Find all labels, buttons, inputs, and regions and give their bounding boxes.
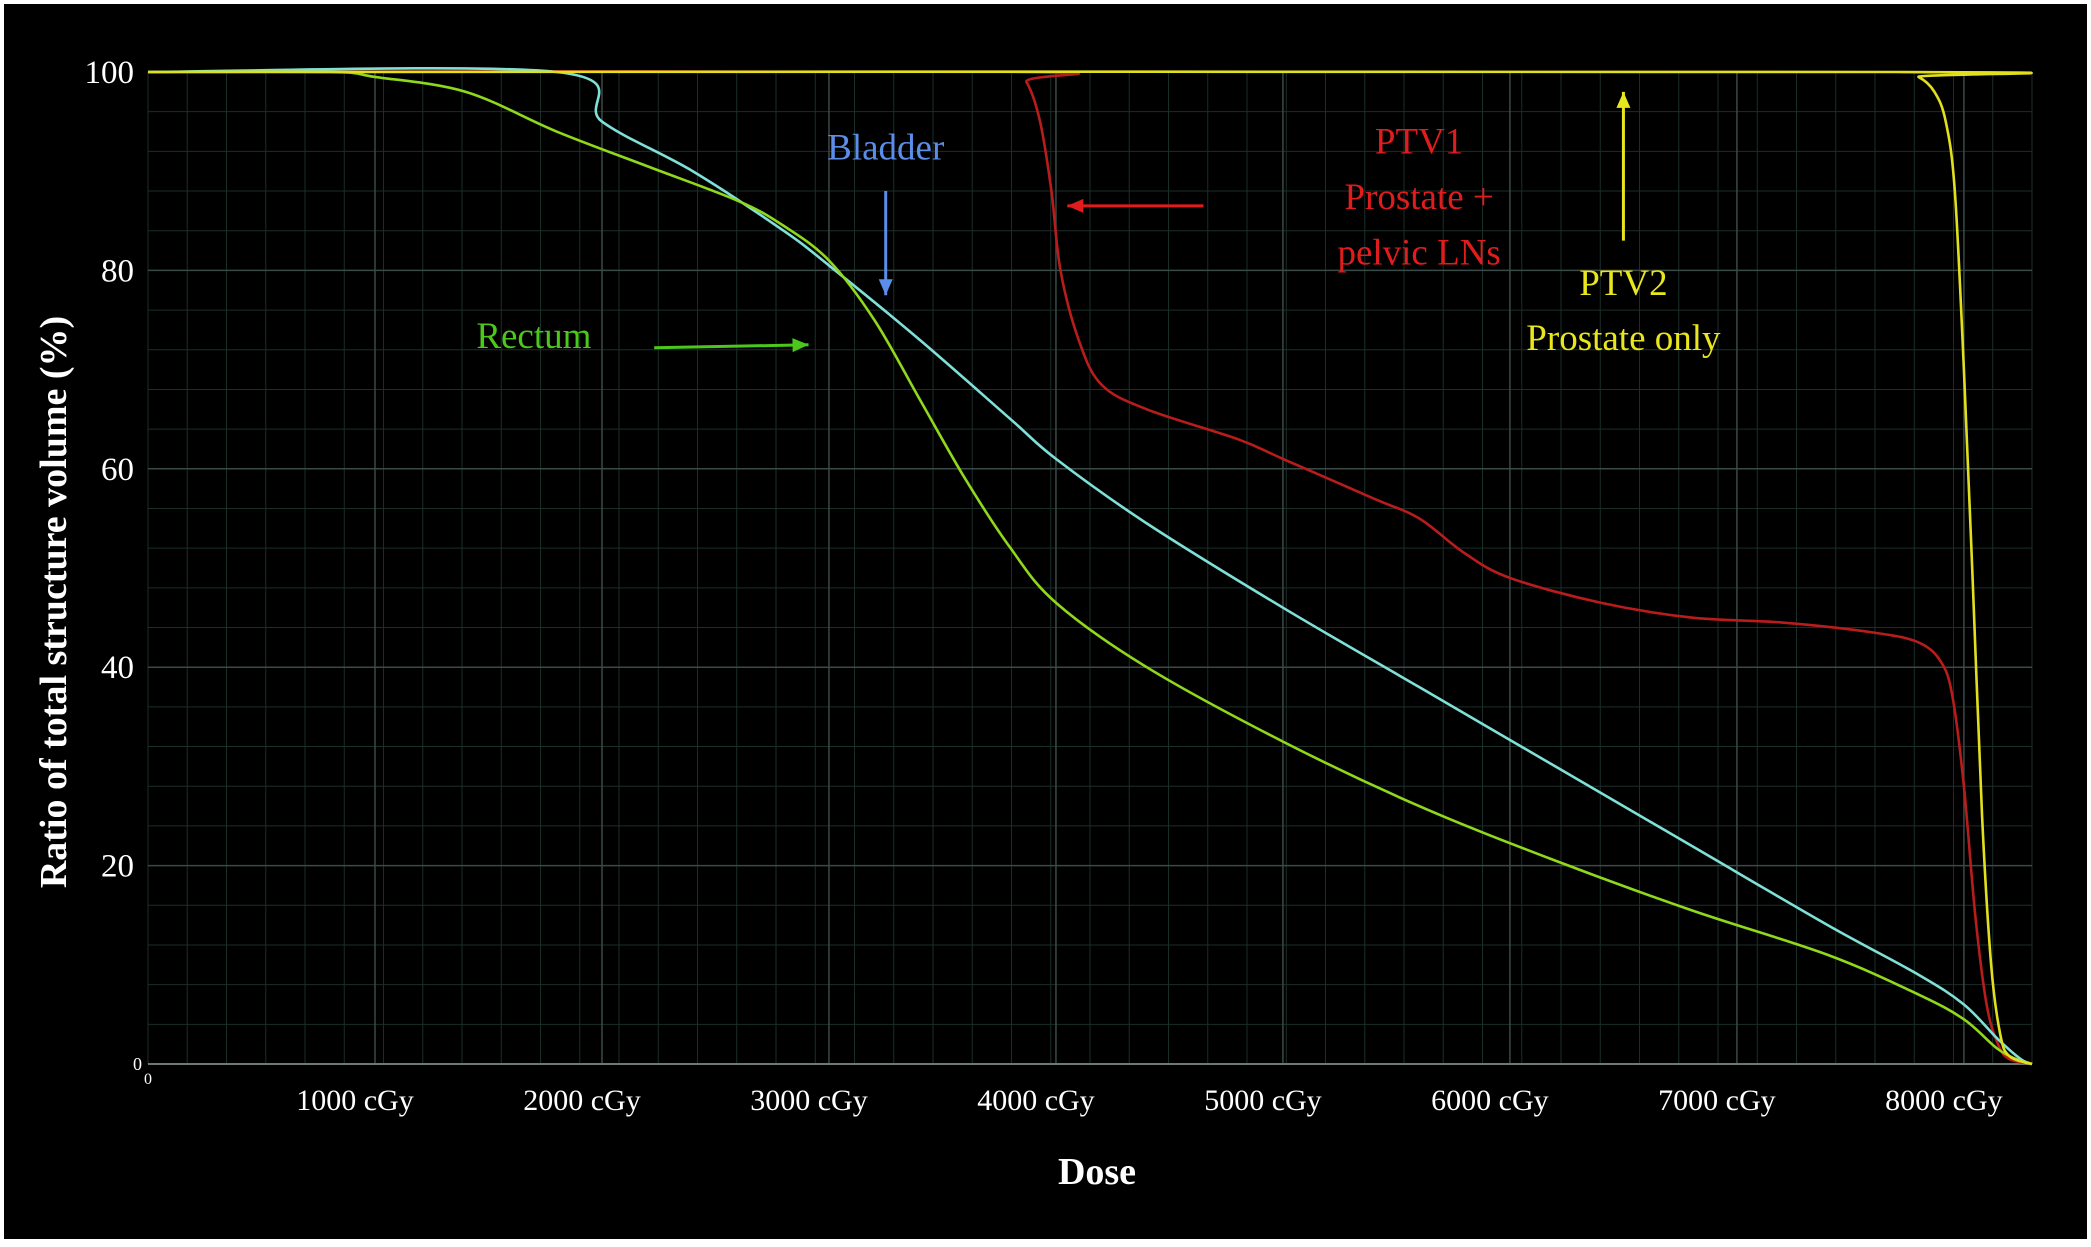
x-tick-label: 8000 cGy xyxy=(1885,1084,2002,1117)
x-tick-label: 7000 cGy xyxy=(1658,1084,1775,1117)
annotation-arrows xyxy=(654,91,1631,353)
axis-ticks: 0 20 40 60 80 100 0 1000 cGy 2000 cGy 3000 cGy 400… xyxy=(85,55,2003,1117)
grid xyxy=(147,71,2033,1065)
ptv2-arrow xyxy=(1616,91,1631,241)
ptv1-label-line-2: Prostate + xyxy=(1344,177,1493,218)
series-line-ptv2 xyxy=(147,70,2033,1066)
x-tick-label: 1000 cGy xyxy=(296,1084,413,1117)
ptv2-label-line-2: Prostate only xyxy=(1526,318,1721,359)
ptv2-label-line-1: PTV2 xyxy=(1579,263,1667,304)
y-tick-label: 0 xyxy=(133,1054,142,1074)
series-lines xyxy=(147,67,2033,1066)
rectum-label-line-1: Rectum xyxy=(476,316,591,357)
series-line-bladder xyxy=(147,67,2033,1066)
series-line-ptv1 xyxy=(147,69,2033,1066)
x-tick-label: 2000 cGy xyxy=(523,1084,640,1117)
x-tick-label: 5000 cGy xyxy=(1204,1084,1321,1117)
bladder-arrow xyxy=(878,191,893,296)
x-tick-label: 6000 cGy xyxy=(1431,1084,1548,1117)
dose-volume-histogram-chart: 0 20 40 60 80 100 0 1000 cGy 2000 cGy 3000 cGy 400… xyxy=(33,55,2033,1193)
ptv1-arrow xyxy=(1067,198,1204,213)
x-axis-title: Dose xyxy=(1058,1151,1136,1193)
y-tick-label: 40 xyxy=(101,650,134,686)
bladder-label-line-1: Bladder xyxy=(827,127,944,168)
y-tick-label: 20 xyxy=(101,849,134,885)
y-tick-label: 60 xyxy=(101,452,134,488)
rectum-arrow xyxy=(654,338,809,353)
series-line-rectum xyxy=(147,70,2033,1066)
ptv1-label-line-3: pelvic LNs xyxy=(1337,232,1500,273)
y-axis-title: Ratio of total structure volume (%) xyxy=(33,316,75,888)
x-tick-label: 3000 cGy xyxy=(750,1084,867,1117)
y-tick-label: 80 xyxy=(101,253,134,289)
y-tick-label: 100 xyxy=(85,55,135,91)
x-tick-label: 4000 cGy xyxy=(977,1084,1094,1117)
ptv1-label-line-1: PTV1 xyxy=(1375,121,1463,162)
annotation-labels: Bladder Rectum PTV1 Prostate + pelvic LNs PTV… xyxy=(476,121,1721,358)
x-tick-label: 0 xyxy=(144,1071,152,1088)
